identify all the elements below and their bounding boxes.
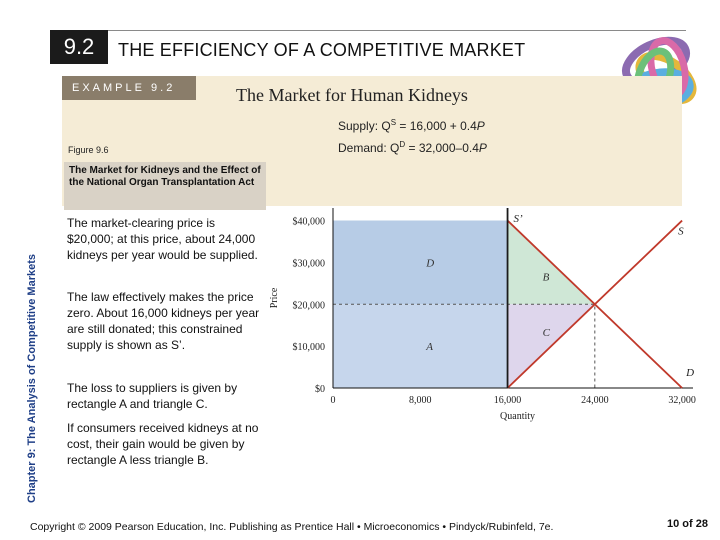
figure-caption: The Market for Kidneys and the Effect of… [64,162,266,210]
y-axis-label: Price [269,287,280,308]
chapter-sidebar-label: Chapter 9: The Analysis of Competitive M… [26,254,38,503]
example-title: The Market for Human Kidneys [236,85,468,105]
section-number: 9.2 [50,30,108,64]
y-tick-label: $40,000 [293,217,326,228]
y-tick-label: $20,000 [293,300,326,311]
page-number: 10 of 28 [667,518,708,530]
kidney-market-chart: D A B C S D S’ $40,000 $30,000 $20,000 $10,000 $0 0 8… [269,208,696,422]
y-tick-label: $10,000 [293,342,326,353]
region-d [333,220,508,305]
supply-equation: Supply: QS = 16,000 + 0.4P [338,118,485,133]
series-label-s: S [678,226,684,238]
x-axis-label: Quantity [500,411,535,422]
demand-equation: Demand: QD = 32,000–0.4P [338,140,487,155]
region-a [333,304,508,388]
y-tick-label: $30,000 [293,258,326,269]
region-label-d: D [425,257,434,269]
x-tick-label: 24,000 [581,395,609,406]
footer-copyright: Copyright © 2009 Pearson Education, Inc.… [30,521,554,533]
figure-label: Figure 9.6 [68,145,109,155]
series-label-s-prime: S’ [514,213,524,225]
series-line-d [506,219,683,389]
region-label-b: B [543,271,550,283]
header-rule [108,30,686,31]
slide-title: THE EFFICIENCY OF A COMPETITIVE MARKET [118,40,526,60]
x-tick-label: 32,000 [668,395,696,406]
x-tick-label: 8,000 [409,395,432,406]
region-label-a: A [425,341,433,353]
series-label-d: D [685,367,694,379]
x-tick-label: 0 [331,395,336,406]
example-label: EXAMPLE 9.2 [62,76,196,100]
paragraph-consumer-gain: If consumers received kidneys at no cost… [67,421,259,467]
region-label-c: C [543,327,551,339]
paragraph-market-clearing: The market-clearing price is $20,000; at… [67,216,258,262]
paragraph-supplier-loss: The loss to suppliers is given by rectan… [67,381,238,411]
region-b [507,220,595,305]
paragraph-law-effect: The law effectively makes the price zero… [67,290,260,352]
x-tick-label: 16,000 [494,395,521,406]
y-tick-label: $0 [315,384,325,395]
